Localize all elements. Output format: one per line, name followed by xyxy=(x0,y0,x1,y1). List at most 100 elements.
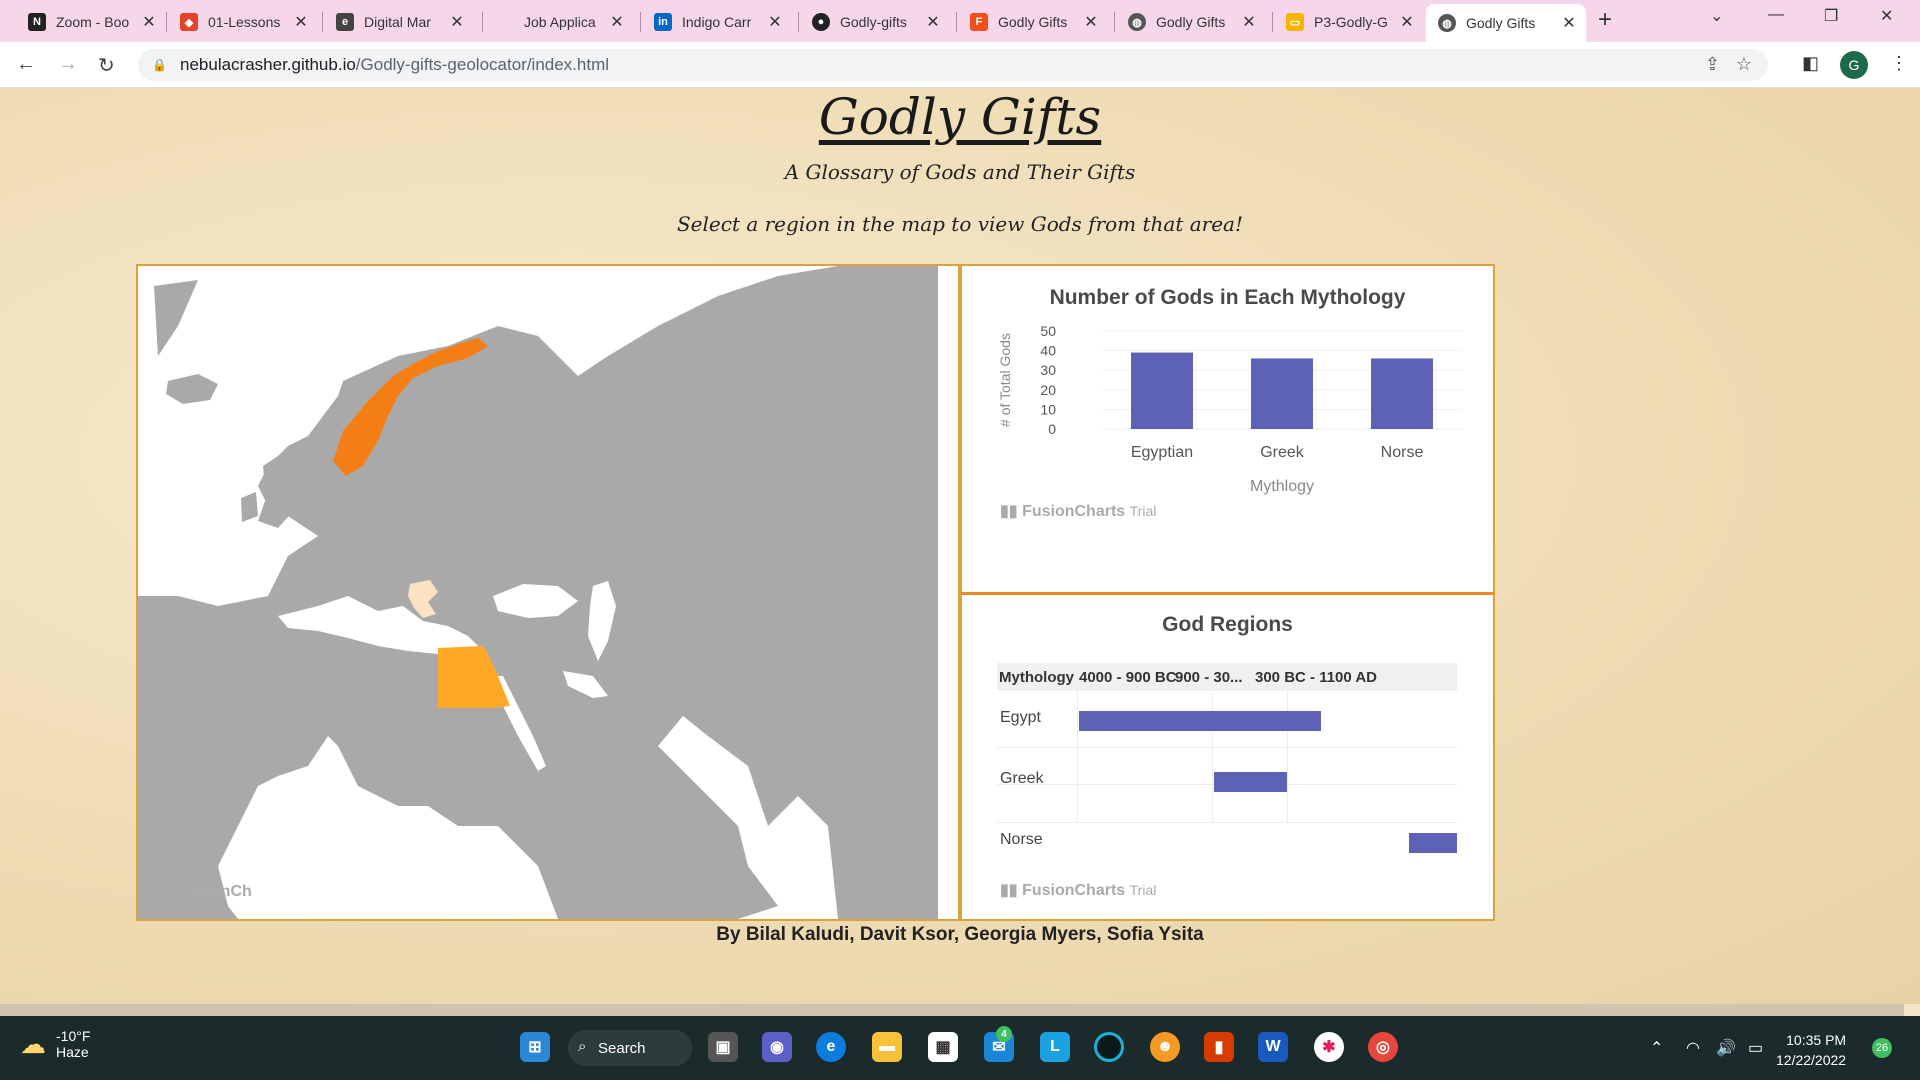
chart-logo-text: FusionCharts xyxy=(1022,503,1126,520)
close-icon[interactable]: ✕ xyxy=(1400,14,1414,31)
l-app-icon[interactable]: L xyxy=(1040,1032,1070,1062)
browser-tab[interactable]: ◍ Godly Gifts ✕ xyxy=(1116,6,1266,38)
restore-button[interactable]: ❐ xyxy=(1824,8,1839,25)
gantt-logo-icon: ▮▮ xyxy=(1000,882,1018,899)
map-region-greece[interactable] xyxy=(408,580,438,618)
world-map[interactable]: FusionCh xyxy=(136,264,960,921)
search-label: Search xyxy=(598,1039,646,1057)
close-window-button[interactable]: ✕ xyxy=(1880,8,1894,25)
weather-widget[interactable]: ☁ -10°F Haze xyxy=(20,1028,90,1060)
horizontal-scrollbar[interactable] xyxy=(0,1004,1904,1016)
x-tick-label: Greek xyxy=(1260,444,1305,461)
avatar[interactable]: G xyxy=(1840,51,1868,79)
y-axis-label: # of Total Gods xyxy=(997,333,1013,427)
map-region-norway[interactable] xyxy=(333,338,488,476)
gantt-period: 4000 - 900 BC xyxy=(1079,669,1177,686)
volume-icon[interactable]: 🔊 xyxy=(1716,1040,1736,1057)
tab-search-icon[interactable]: ⌄ xyxy=(1710,8,1724,25)
cortana-icon[interactable] xyxy=(1094,1032,1124,1062)
tab-title: Godly Gifts xyxy=(1156,14,1226,30)
tab-title: Godly-gifts xyxy=(840,14,907,30)
map-region-britain[interactable] xyxy=(258,456,298,528)
system-clock[interactable]: 10:35 PM 12/22/2022 xyxy=(1776,1030,1846,1070)
map-caspian-sea xyxy=(588,581,616,661)
close-icon[interactable]: ✕ xyxy=(1084,14,1098,31)
search-icon: ⌕ xyxy=(578,1038,587,1055)
close-icon[interactable]: ✕ xyxy=(768,14,782,31)
wifi-icon[interactable]: ◠ xyxy=(1686,1040,1700,1057)
gantt-row-divider xyxy=(997,747,1457,748)
globe-icon: ◍ xyxy=(1438,14,1456,32)
side-panel-icon[interactable]: ◧ xyxy=(1802,53,1820,73)
browser-tab[interactable]: ▭ P3-Godly-G ✕ xyxy=(1274,6,1424,38)
close-icon[interactable]: ✕ xyxy=(294,14,308,31)
github-icon: ● xyxy=(812,13,830,31)
bookmark-star-icon[interactable]: ☆ xyxy=(1735,54,1752,74)
lock-icon: 🔒 xyxy=(152,58,167,72)
chart-logo-icon: ▮▮ xyxy=(1000,503,1018,520)
gantt-bar[interactable] xyxy=(1214,772,1287,792)
bar[interactable] xyxy=(1251,358,1313,429)
browser-tab-active[interactable]: ◍ Godly Gifts ✕ xyxy=(1426,4,1586,42)
browser-tab[interactable]: in Indigo Carr ✕ xyxy=(642,6,792,38)
bar[interactable] xyxy=(1371,358,1433,429)
y-tick-label: 10 xyxy=(1040,401,1056,417)
web-page: Godly Gifts A Glossary of Gods and Their… xyxy=(0,88,1920,1004)
browser-tab[interactable]: N Zoom - Boo ✕ xyxy=(16,6,166,38)
battery-icon[interactable]: ▭ xyxy=(1748,1040,1764,1057)
tab-divider xyxy=(1114,12,1115,32)
browser-tab[interactable]: F Godly Gifts ✕ xyxy=(958,6,1108,38)
fusioncharts-logo: FusionCh xyxy=(178,883,252,900)
file-explorer-icon[interactable]: ▬ xyxy=(872,1032,902,1062)
close-icon[interactable]: ✕ xyxy=(610,14,624,31)
notification-badge[interactable]: 26 xyxy=(1872,1038,1892,1058)
menu-kebab-icon[interactable]: ⋮ xyxy=(1890,53,1908,73)
edge-icon[interactable]: e xyxy=(816,1032,846,1062)
browser-tab[interactable]: e Digital Mar ✕ xyxy=(324,6,474,38)
close-icon[interactable]: ✕ xyxy=(1562,15,1576,32)
reload-button[interactable]: ↻ xyxy=(98,55,115,77)
browser-tab[interactable]: Job Applica ✕ xyxy=(484,6,634,38)
map-region-ireland[interactable] xyxy=(241,492,258,522)
page-title: Godly Gifts xyxy=(818,88,1102,146)
share-icon[interactable]: ⇪ xyxy=(1704,54,1720,74)
clock-time: 10:35 PM xyxy=(1786,1032,1847,1048)
gantt-bar[interactable] xyxy=(1409,833,1457,853)
map-region-egypt[interactable] xyxy=(438,646,510,708)
map-region-iceland[interactable] xyxy=(166,374,218,404)
map-region-sweden-finland[interactable] xyxy=(388,346,518,496)
y-tick-label: 0 xyxy=(1048,421,1056,437)
map-svg xyxy=(138,266,958,919)
game-icon[interactable]: ☻ xyxy=(1150,1032,1180,1062)
task-view-icon[interactable]: ▣ xyxy=(708,1032,738,1062)
windows-start-icon[interactable]: ⊞ xyxy=(520,1032,550,1062)
url-input[interactable]: 🔒 nebulacrasher.github.io/Godly-gifts-ge… xyxy=(138,49,1768,81)
word-icon[interactable]: W xyxy=(1258,1032,1288,1062)
back-button[interactable]: ← xyxy=(16,53,36,75)
gantt-bar[interactable] xyxy=(1079,711,1321,731)
map-region-madagascar[interactable] xyxy=(604,860,626,906)
forward-button[interactable]: → xyxy=(58,53,78,75)
browser-tab[interactable]: ◆ 01-Lessons ✕ xyxy=(168,6,318,38)
gantt-row-label: Egypt xyxy=(1000,709,1041,726)
new-tab-button[interactable]: + xyxy=(1598,6,1613,33)
gantt-row-label: Norse xyxy=(1000,831,1043,848)
chrome-icon[interactable]: ◎ xyxy=(1368,1032,1398,1062)
close-icon[interactable]: ✕ xyxy=(1242,14,1256,31)
slack-icon[interactable]: ✱ xyxy=(1314,1032,1344,1062)
minimize-button[interactable]: — xyxy=(1768,6,1784,23)
fusioncharts-logo: ▮▮ FusionCharts Trial xyxy=(1000,501,1156,521)
office-icon[interactable]: ▮ xyxy=(1204,1032,1234,1062)
x-tick-label: Norse xyxy=(1381,444,1424,461)
teams-chat-icon[interactable]: ◉ xyxy=(762,1032,792,1062)
tab-divider xyxy=(1272,12,1273,32)
microsoft-store-icon[interactable]: ▦ xyxy=(928,1032,958,1062)
browser-tab[interactable]: ● Godly-gifts ✕ xyxy=(800,6,950,38)
close-icon[interactable]: ✕ xyxy=(142,14,156,31)
bar[interactable] xyxy=(1131,352,1193,429)
close-icon[interactable]: ✕ xyxy=(926,14,940,31)
close-icon[interactable]: ✕ xyxy=(450,14,464,31)
show-hidden-icons[interactable]: ⌃ xyxy=(1650,1040,1664,1057)
taskbar-search-button[interactable]: ⌕ Search xyxy=(568,1030,692,1066)
tab-divider xyxy=(798,12,799,32)
